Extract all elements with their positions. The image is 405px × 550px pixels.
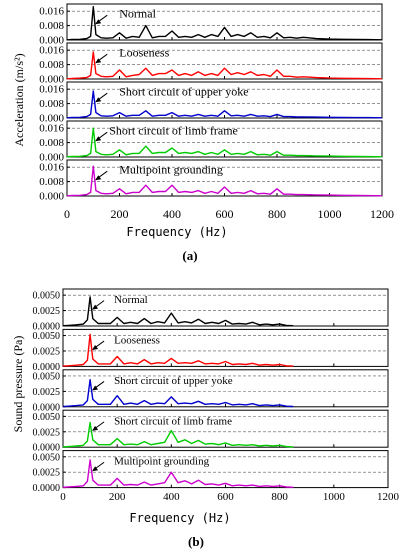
panel-a-xlabel: Frequency (Hz) (126, 225, 227, 239)
panel-a-x-tick-label: 800 (268, 207, 286, 221)
panel-b-annotation-arrowhead (92, 425, 99, 431)
panel-b-series-line (62, 379, 294, 408)
panel-b-x-tick-label: 1200 (377, 491, 400, 503)
panel-a-series-label: Normal (119, 7, 156, 21)
panel-b-y-tick-label: 0.0000 (33, 483, 61, 494)
panel-b-y-tick-label: 0.0025 (33, 306, 61, 317)
panel-a-x-tick-label: 600 (216, 207, 234, 221)
panel-b-subplot-frame (62, 450, 389, 489)
panel-a-series-line (66, 5, 383, 41)
panel-a-subplot-frame (66, 42, 383, 80)
panel-b-series-line (62, 333, 294, 367)
panel-b-x-tick-label: 200 (109, 491, 126, 503)
panel-a-series-line (66, 127, 383, 158)
panel-b-ylabel: Sound pressure (Pa) (11, 336, 25, 433)
panel-b-y-tick-label: 0.0050 (33, 291, 61, 302)
panel-a-y-tick-label: 0.000 (39, 113, 64, 125)
panel-b-y-tick-label: 0.0050 (33, 371, 61, 382)
panel-b-x-tick-label: 400 (163, 491, 180, 503)
panel-b-series-label: Normal (114, 294, 148, 306)
panel-a-y-tick-label: 0.008 (39, 176, 64, 188)
panel-a-y-tick-label: 0.008 (39, 59, 64, 71)
panel-b-x-tick-label: 1000 (323, 491, 346, 503)
panel-a-subplot-frame (66, 159, 383, 197)
panel-a-y-tick-label: 0.016 (39, 123, 64, 135)
panel-b: 0.0000 0.0025 0.0050 Normal 0.0000 0.0025 0.00… (11, 288, 400, 549)
panel-b-caption: (b) (188, 534, 204, 549)
panel-b-x-tick-label: 600 (217, 491, 234, 503)
panel-b-annotation-arrowhead (92, 345, 99, 351)
panel-a-annotation-arrowhead (95, 58, 102, 64)
panel-a-series-label: Short circuit of upper yoke (119, 85, 248, 99)
panel-a-y-tick-label: 0.016 (39, 162, 64, 174)
panel-b-series-label: Short circuit of upper yoke (114, 375, 233, 387)
panel-a-x-tick-label: 0 (64, 207, 70, 221)
panel-a-y-tick-label: 0.016 (39, 45, 64, 57)
panel-b-series-label: Multipoint grounding (114, 456, 210, 468)
panel-a-y-tick-label: 0.000 (39, 35, 64, 47)
panel-a-subplot-frame (66, 3, 383, 41)
panel-b-y-tick-label: 0.0000 (33, 322, 61, 333)
panel-a-x-tick-label: 200 (111, 207, 129, 221)
panel-b-x-tick-label: 0 (60, 491, 66, 503)
panel-a-x-tick-label: 1200 (370, 207, 394, 221)
panel-b-series-line (62, 296, 294, 327)
panel-b-y-tick-label: 0.0050 (33, 452, 61, 463)
panel-a-y-tick-label: 0.008 (39, 20, 64, 32)
panel-b-y-tick-label: 0.0000 (33, 443, 61, 454)
panel-a-y-tick-label: 0.000 (39, 191, 64, 203)
panel-b-series-line (62, 421, 294, 448)
panel-a-series-line (66, 165, 383, 197)
panel-b-y-tick-label: 0.0050 (33, 412, 61, 423)
panel-b-y-tick-label: 0.0025 (33, 427, 61, 438)
panel-a-series-label: Multipoint grounding (119, 163, 223, 177)
panel-a-y-tick-label: 0.000 (39, 74, 64, 86)
panel-a-annotation-arrowhead (95, 175, 102, 181)
panel-b-series-label: Looseness (114, 334, 160, 346)
panel-b-plot-area: 0.0000 0.0025 0.0050 Normal 0.0000 0.0025 0.00… (33, 288, 400, 503)
panel-a-annotation-arrowhead (95, 19, 102, 25)
panel-a-series-label: Short circuit of limb frame (109, 124, 238, 138)
panel-a-y-tick-label: 0.008 (39, 137, 64, 149)
panel-a-series-line (66, 51, 383, 80)
panel-b-y-tick-label: 0.0025 (33, 346, 61, 357)
panel-a-y-tick-label: 0.008 (39, 98, 64, 110)
panel-a-annotation-arrowhead (95, 136, 102, 142)
panel-a-y-tick-label: 0.000 (39, 152, 64, 164)
panel-a-y-tick-label: 0.016 (39, 6, 64, 18)
panel-b-annotation-arrowhead (92, 385, 99, 391)
panel-a-plot-area: 0.000 0.008 0.016 Normal 0.000 0.008 0.016 Loos… (39, 3, 394, 221)
panel-b-xlabel: Frequency (Hz) (129, 511, 230, 525)
panel-b-y-tick-label: 0.0025 (33, 468, 61, 479)
panel-b-y-tick-label: 0.0000 (33, 402, 61, 413)
panel-a-x-tick-label: 1000 (318, 207, 342, 221)
panel-b-y-tick-label: 0.0050 (33, 331, 61, 342)
panel-b-series-line (62, 459, 294, 488)
panel-a-annotation-arrowhead (95, 97, 102, 103)
panel-b-annotation-arrowhead (92, 304, 99, 310)
panel-b-y-tick-label: 0.0000 (33, 362, 61, 373)
panel-b-series-label: Short circuit of limb frame (114, 415, 232, 427)
panel-a-y-tick-label: 0.016 (39, 84, 64, 96)
panel-a-series-label: Looseness (119, 46, 169, 60)
panel-a-x-tick-label: 400 (163, 207, 181, 221)
panel-b-annotation-arrowhead (92, 466, 99, 472)
panel-a-series-line (66, 90, 383, 119)
panel-a-ylabel: Acceleration (m/s²) (12, 53, 26, 146)
panel-b-y-tick-label: 0.0025 (33, 387, 61, 398)
panel-a: 0.000 0.008 0.016 Normal 0.000 0.008 0.016 Loos… (12, 3, 394, 263)
panel-a-caption: (a) (182, 248, 197, 263)
panel-b-x-tick-label: 800 (271, 491, 288, 503)
